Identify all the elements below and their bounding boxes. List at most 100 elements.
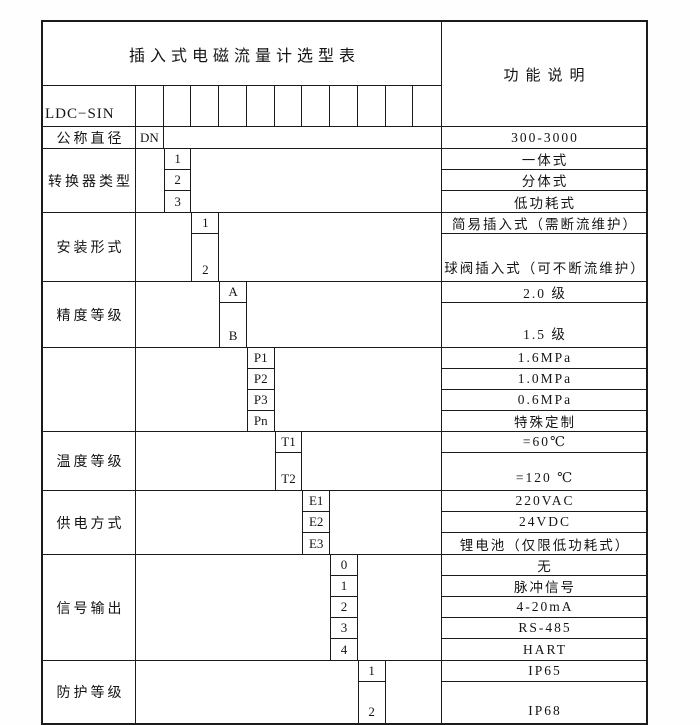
code-cell: Pn bbox=[253, 413, 268, 428]
page-title: 插入式电磁流量计选型表 bbox=[43, 22, 441, 86]
section-label: 温度等级 bbox=[43, 432, 136, 490]
code-column: E1 E2 E3 bbox=[302, 491, 331, 554]
code-cell: 1 bbox=[331, 576, 357, 597]
description-cell: 24VDC bbox=[442, 512, 646, 533]
section-label: 供电方式 bbox=[43, 491, 136, 554]
code-cell: 1 bbox=[192, 213, 219, 234]
table-section: 安装形式 1 2 简易插入式（需断流维护） 球阀插入式（可不断流维护） bbox=[43, 212, 646, 281]
section-label: 转换器类型 bbox=[43, 149, 136, 212]
code-column: P1 P2 P3 Pn bbox=[246, 348, 275, 431]
description-cell: 一体式 bbox=[442, 149, 646, 170]
model-code-cell bbox=[219, 86, 247, 126]
table-section: 转换器类型 1 2 3 一体式 分体式低功耗式 bbox=[43, 148, 646, 212]
code-cell: P1 bbox=[247, 348, 274, 369]
section-code-area: P1 P2 P3 Pn bbox=[136, 348, 441, 431]
table-header: 插入式电磁流量计选型表 LDC−SIN 功能说明 bbox=[43, 22, 646, 126]
section-descriptions: IP65 IP68 bbox=[441, 661, 646, 723]
section-descriptions: 一体式 分体式低功耗式 bbox=[441, 149, 646, 212]
table-section: P1 P2 P3 Pn 1.6MPa 1.0MPa 0.6MPa 特殊定制 bbox=[43, 347, 646, 431]
code-cell: 0 bbox=[331, 555, 357, 576]
description-cell: 锂电池（仅限低功耗式） bbox=[459, 537, 631, 553]
section-descriptions: 简易插入式（需断流维护） 球阀插入式（可不断流维护） bbox=[441, 213, 646, 281]
function-description-header: 功能说明 bbox=[441, 22, 646, 126]
table-body: 公称直径 DN 300-3000 转换器类型 1 2 3 一体式 分体式 低功耗式 安装形式 1 2 简易… bbox=[43, 126, 646, 723]
model-code-cell bbox=[302, 86, 331, 126]
model-code-cell bbox=[386, 86, 414, 126]
table-section: 精度等级 A B 2.0 级 1.5 级 bbox=[43, 281, 646, 347]
description-cell: 低功耗式 bbox=[514, 195, 576, 211]
section-descriptions: 220VAC 24VDC 锂电池（仅限低功耗式） bbox=[441, 491, 646, 554]
model-code-cell bbox=[413, 86, 441, 126]
code-cell: DN bbox=[139, 129, 159, 145]
section-descriptions: =60℃ =120 ℃ bbox=[441, 432, 646, 490]
code-cell: 2 bbox=[164, 170, 191, 191]
description-cell: HART bbox=[523, 641, 567, 657]
table-section: 温度等级 T1 T2 =60℃ =120 ℃ bbox=[43, 431, 646, 490]
code-cell: T2 bbox=[281, 471, 296, 486]
code-cell: 1 bbox=[358, 661, 385, 682]
section-label bbox=[43, 348, 136, 431]
section-code-area: E1 E2 E3 bbox=[136, 491, 441, 554]
model-code-grid bbox=[136, 86, 441, 126]
description-cell: 球阀插入式（可不断流维护） bbox=[444, 261, 646, 276]
code-cell: 1 bbox=[164, 149, 191, 170]
description-cell: 特殊定制 bbox=[514, 415, 576, 430]
section-descriptions: 1.6MPa 1.0MPa 0.6MPa 特殊定制 bbox=[441, 348, 646, 431]
description-cell: 分体式 bbox=[442, 170, 646, 191]
section-descriptions: 300-3000 bbox=[441, 127, 646, 148]
code-cell: E2 bbox=[303, 512, 330, 533]
code-cell: P2 bbox=[247, 369, 274, 390]
description-cell: RS-485 bbox=[442, 618, 646, 639]
code-cell: E1 bbox=[303, 491, 330, 512]
description-cell: 4-20mA bbox=[442, 597, 646, 618]
section-label: 安装形式 bbox=[43, 213, 136, 281]
description-cell: IP65 bbox=[442, 661, 646, 682]
description-cell: 1.0MPa bbox=[442, 369, 646, 390]
section-descriptions: 2.0 级 1.5 级 bbox=[441, 282, 646, 347]
description-cell: 0.6MPa bbox=[442, 390, 646, 411]
code-cell: 2 bbox=[368, 704, 375, 719]
model-code-row: LDC−SIN bbox=[43, 86, 441, 126]
section-code-area: DN bbox=[136, 127, 441, 148]
section-label: 精度等级 bbox=[43, 282, 136, 347]
table-section: 公称直径 DN 300-3000 bbox=[43, 126, 646, 148]
description-cell: 300-3000 bbox=[511, 129, 579, 145]
code-cell: 3 bbox=[331, 618, 357, 639]
section-code-area: T1 T2 bbox=[136, 432, 441, 490]
model-code-cell bbox=[191, 86, 220, 126]
code-cell: 4 bbox=[340, 641, 348, 657]
selection-table: 插入式电磁流量计选型表 LDC−SIN 功能说明 公称直径 DN 300-3000 转… bbox=[41, 20, 648, 725]
description-cell: 无 bbox=[442, 555, 646, 576]
table-section: 供电方式 E1 E2 E3 220VAC 24VDC 锂电池（仅限低功耗式） bbox=[43, 490, 646, 554]
table-section: 信号输出 0 1 2 3 4 无脉冲信号 4-20mA RS-485 HART bbox=[43, 554, 646, 660]
description-cell: 简易插入式（需断流维护） bbox=[442, 213, 646, 234]
code-cell: E3 bbox=[308, 535, 324, 551]
description-cell: IP68 bbox=[528, 703, 562, 718]
section-label: 防护等级 bbox=[43, 661, 136, 723]
code-cell: T1 bbox=[275, 432, 302, 453]
code-cell: 2 bbox=[331, 597, 357, 618]
model-code-cell bbox=[358, 86, 386, 126]
code-cell: 2 bbox=[202, 262, 209, 277]
model-code-cell bbox=[247, 86, 275, 126]
model-code-cell bbox=[164, 86, 192, 126]
section-label: 信号输出 bbox=[43, 555, 136, 660]
code-cell: A bbox=[220, 282, 246, 303]
model-code-cell bbox=[275, 86, 303, 126]
table-section: 防护等级 1 2 IP65 IP68 bbox=[43, 660, 646, 723]
model-code-cell bbox=[136, 86, 164, 126]
description-cell: =120 ℃ bbox=[515, 470, 575, 485]
code-cell: B bbox=[228, 328, 238, 343]
description-cell: 220VAC bbox=[442, 491, 646, 512]
code-cell: 3 bbox=[174, 193, 181, 209]
description-cell: 2.0 级 bbox=[442, 282, 646, 303]
model-code-cell bbox=[330, 86, 358, 126]
